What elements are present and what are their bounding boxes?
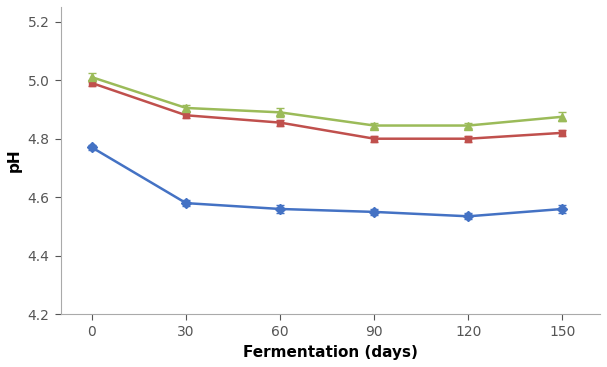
X-axis label: Fermentation (days): Fermentation (days) xyxy=(243,345,418,360)
Y-axis label: pH: pH xyxy=(7,149,22,172)
